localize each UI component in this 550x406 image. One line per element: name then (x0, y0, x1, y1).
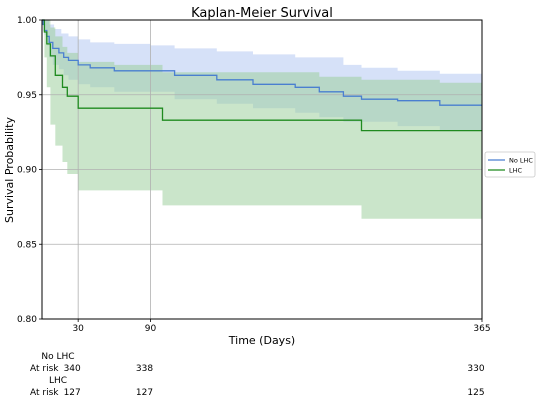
at-risk-value: 127 (135, 388, 154, 398)
survival-line-lhc (42, 19, 482, 132)
at-risk-value: 127 (63, 388, 81, 398)
confidence-bands (42, 20, 482, 219)
chart-title: Kaplan-Meier Survival (191, 6, 333, 21)
x-tick-label: 365 (473, 324, 490, 334)
y-tick-label: 0.85 (17, 240, 37, 250)
survival-curves (42, 19, 482, 132)
at-risk-value: 125 (467, 388, 485, 398)
at-risk-row-label: At risk (30, 388, 59, 398)
at-risk-group-name: No LHC (41, 352, 75, 362)
y-tick-label: 1.00 (17, 16, 37, 26)
x-axis-ticks: 30 90 365 (72, 319, 491, 334)
at-risk-row-label: At risk (30, 364, 59, 374)
x-axis-label: Time (Days) (228, 334, 295, 347)
y-tick-label: 0.95 (17, 91, 37, 101)
legend-label: No LHC (509, 157, 533, 165)
survival-line-no-lhc (42, 19, 482, 106)
legend-box (484, 151, 536, 178)
y-tick-label: 0.90 (17, 166, 37, 176)
y-tick-label: 0.80 (17, 315, 37, 325)
at-risk-value: 330 (467, 364, 485, 374)
legend: No LHC LHC (484, 151, 536, 178)
y-axis-label: Survival Probability (3, 117, 16, 223)
y-axis-ticks: 0.80 0.85 0.90 0.95 1.00 (17, 16, 42, 325)
at-risk-group-name: LHC (48, 376, 68, 386)
at-risk-value: 338 (135, 364, 154, 374)
at-risk-value: 340 (63, 364, 81, 374)
x-tick-label: 90 (145, 324, 157, 334)
legend-label: LHC (509, 167, 523, 175)
gridlines (42, 20, 482, 319)
x-tick-label: 30 (72, 324, 84, 334)
